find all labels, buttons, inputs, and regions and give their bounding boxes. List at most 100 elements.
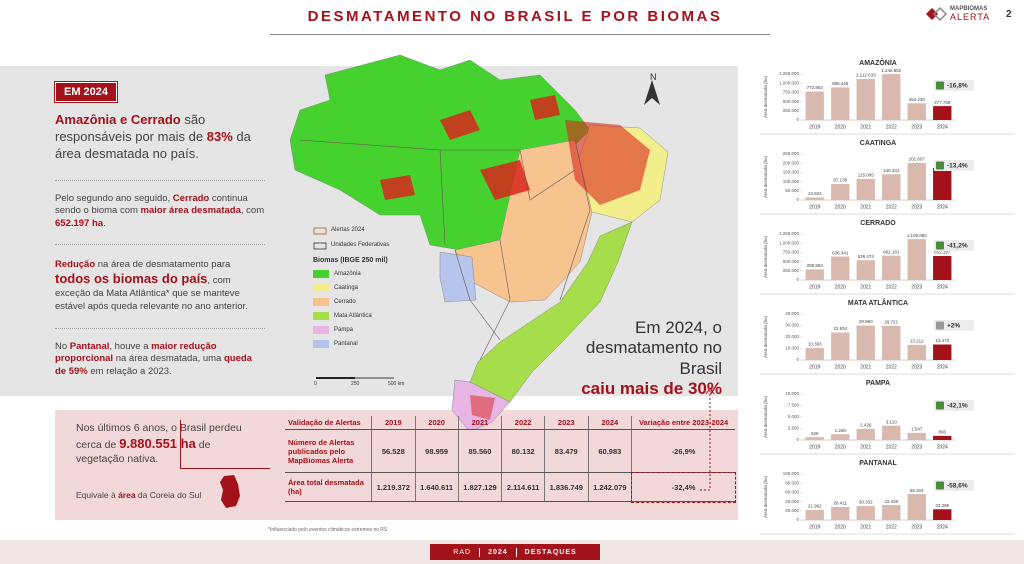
change-label: -42,1% bbox=[947, 403, 968, 410]
north-arrow bbox=[644, 80, 660, 105]
value-label: 28.411 bbox=[834, 501, 848, 506]
x-tick-label: 2024 bbox=[937, 524, 948, 530]
summary-rule bbox=[180, 420, 181, 468]
y-tick-label: 60.000 bbox=[785, 490, 799, 495]
y-tick-label: 2.500 bbox=[788, 426, 800, 431]
divider bbox=[55, 244, 265, 245]
bar bbox=[882, 325, 901, 360]
bar bbox=[831, 256, 850, 280]
table-header-row: Validação de Alertas 2019 2020 2021 2022 2023… bbox=[285, 416, 735, 430]
summary-rule bbox=[180, 468, 270, 469]
value-label: 87.138 bbox=[833, 178, 847, 183]
x-tick-label: 2021 bbox=[860, 524, 871, 530]
bar bbox=[882, 74, 901, 120]
text-segment: queda de 59% bbox=[55, 353, 252, 377]
text-segment: maior área desmatada bbox=[140, 205, 241, 217]
text-segment: Redução bbox=[55, 259, 96, 270]
value-label: 13.472 bbox=[935, 338, 949, 343]
y-tick-label: 50.000 bbox=[785, 188, 799, 193]
text-segment: . bbox=[103, 217, 106, 229]
value-label: 662.181 bbox=[883, 249, 900, 254]
value-label: 652.197 bbox=[934, 250, 951, 255]
y-tick-label: 5.000 bbox=[788, 414, 800, 419]
value-label: 772.882 bbox=[807, 85, 824, 90]
x-tick-label: 2019 bbox=[809, 284, 820, 290]
y-axis-label: Área desmatada (ha) bbox=[762, 155, 768, 198]
table-cell: Número de Alertas publicados pelo MapBio… bbox=[285, 429, 372, 473]
value-label: 1.109.850 bbox=[907, 233, 928, 238]
chart-title: AMAZÔNIA bbox=[859, 58, 897, 67]
y-tick-label: 0 bbox=[796, 437, 799, 442]
page-number: 2 bbox=[1006, 9, 1012, 20]
year-badge: EM 2024 bbox=[53, 81, 119, 103]
table-cell: 1.219.372 bbox=[371, 472, 416, 502]
bar bbox=[907, 103, 926, 120]
table-header-cell: Validação de Alertas bbox=[285, 416, 372, 430]
bar bbox=[805, 269, 824, 280]
change-icon bbox=[936, 241, 944, 250]
y-tick-label: 1.000.000 bbox=[779, 80, 800, 85]
x-tick-label: 2023 bbox=[911, 444, 922, 450]
y-tick-label: 1.250.000 bbox=[779, 231, 800, 236]
bar bbox=[882, 505, 901, 520]
bar bbox=[907, 432, 926, 440]
biome-charts: AMAZÔNIA Área desmatada (ha) 0 250.000 500.0… bbox=[760, 58, 1015, 535]
y-tick-label: 40.000 bbox=[785, 499, 799, 504]
paragraph: Redução na área de desmatamento para tod… bbox=[55, 259, 267, 313]
table-header-cell: 2023 bbox=[543, 416, 589, 430]
bar bbox=[907, 239, 926, 280]
footer-text: 2024 bbox=[488, 548, 508, 556]
x-tick-label: 2021 bbox=[860, 204, 871, 210]
value-label: 23.934 bbox=[833, 326, 847, 331]
text-segment: 9.880.551 ha bbox=[119, 435, 196, 451]
change-icon bbox=[936, 321, 944, 330]
legend-swatch bbox=[313, 284, 329, 292]
table-cell: -26,9% bbox=[631, 429, 735, 473]
footnote: *Influenciado pelo eventos climáticos ex… bbox=[268, 527, 388, 533]
legend-alert-swatch bbox=[313, 227, 327, 235]
paragraph: No Pantanal, houve a maior redução propo… bbox=[55, 341, 265, 378]
legend-item: Caatinga bbox=[313, 284, 358, 292]
x-tick-label: 2019 bbox=[809, 124, 820, 130]
footer-text: RAD bbox=[453, 548, 472, 556]
x-tick-label: 2019 bbox=[809, 444, 820, 450]
y-tick-label: 750.000 bbox=[783, 90, 800, 95]
change-icon bbox=[936, 161, 944, 170]
y-tick-label: 100.000 bbox=[783, 471, 800, 476]
table-cell: 1.640.611 bbox=[414, 472, 459, 502]
x-tick-label: 2023 bbox=[911, 204, 922, 210]
y-tick-label: 80.000 bbox=[785, 480, 799, 485]
bar bbox=[933, 255, 952, 280]
value-label: 23.295 bbox=[935, 503, 949, 508]
scale-label: 500 km bbox=[388, 381, 405, 387]
table-header-cell: 2020 bbox=[414, 416, 459, 430]
state-borders bbox=[299, 139, 591, 361]
bar bbox=[933, 509, 952, 520]
value-label: 896 bbox=[938, 430, 946, 435]
table-cell: 1.242.079 bbox=[587, 472, 632, 502]
table-cell: 98.959 bbox=[414, 429, 459, 473]
summary: Nos últimos 6 anos, o Brasil perdeu cerc… bbox=[76, 422, 256, 466]
y-axis-label: Área desmatada (ha) bbox=[762, 75, 768, 118]
y-tick-label: 250.000 bbox=[783, 108, 800, 113]
y-axis-label: Área desmatada (ha) bbox=[762, 395, 768, 438]
bar bbox=[882, 174, 901, 200]
footer-sep bbox=[479, 547, 481, 557]
text-segment: caiu mais de 30% bbox=[581, 379, 722, 399]
y-tick-label: 250.000 bbox=[783, 151, 800, 156]
x-tick-label: 2021 bbox=[860, 444, 871, 450]
y-tick-label: 10.000 bbox=[785, 391, 799, 396]
legend-swatch bbox=[313, 312, 329, 320]
text-segment: , houve a bbox=[109, 341, 152, 352]
y-tick-label: 20.000 bbox=[785, 334, 799, 339]
text-segment: , com bbox=[240, 205, 265, 217]
y-tick-label: 1.250.000 bbox=[779, 71, 800, 76]
value-label: 29.960 bbox=[859, 319, 873, 324]
value-label: 32.436 bbox=[884, 499, 898, 504]
text-segment: Equivale à bbox=[76, 490, 119, 500]
legend-label: Pantanal bbox=[334, 341, 358, 347]
bar bbox=[805, 91, 824, 120]
bar bbox=[933, 344, 952, 360]
legend-item: Amazônia bbox=[313, 270, 361, 278]
legend-line: Unidades Federativas bbox=[331, 242, 390, 248]
